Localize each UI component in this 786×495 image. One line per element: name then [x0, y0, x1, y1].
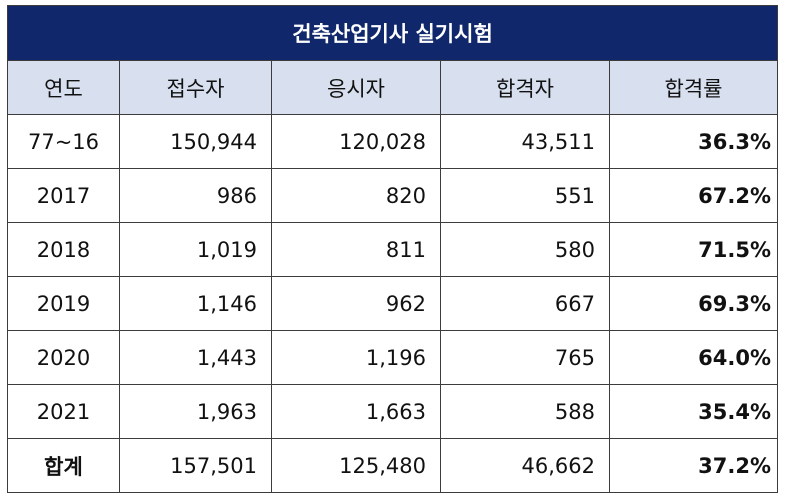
table-row: 2018 1,019 811 580 71.5% [7, 222, 779, 277]
exam-stats-table-container: 건축산업기사 실기시험 연도 접수자 응시자 합격자 합격률 77~16 150… [6, 5, 779, 493]
cell-pass-rate: 36.3% [608, 114, 779, 169]
cell-applicants: 1,146 [119, 276, 272, 331]
table-row: 77~16 150,944 120,028 43,511 36.3% [7, 114, 779, 169]
table-title: 건축산업기사 실기시험 [6, 5, 779, 61]
cell-year: 2019 [7, 276, 120, 331]
cell-applicants: 1,019 [119, 222, 272, 277]
cell-examinees: 811 [271, 222, 441, 277]
header-year: 연도 [7, 60, 120, 115]
header-passers: 합격자 [440, 60, 610, 115]
cell-passers: 667 [440, 276, 610, 331]
header-applicants: 접수자 [119, 60, 272, 115]
cell-year: 2021 [7, 384, 120, 439]
cell-applicants: 986 [119, 168, 272, 223]
table-row: 2017 986 820 551 67.2% [7, 168, 779, 223]
cell-applicants: 1,443 [119, 330, 272, 385]
table-header-row: 연도 접수자 응시자 합격자 합격률 [7, 60, 779, 115]
table-row: 2020 1,443 1,196 765 64.0% [7, 330, 779, 385]
cell-applicants: 1,963 [119, 384, 272, 439]
cell-applicants: 150,944 [119, 114, 272, 169]
table-row: 2019 1,146 962 667 69.3% [7, 276, 779, 331]
cell-examinees: 820 [271, 168, 441, 223]
header-examinees: 응시자 [271, 60, 441, 115]
cell-pass-rate: 35.4% [608, 384, 779, 439]
cell-examinees: 962 [271, 276, 441, 331]
cell-pass-rate: 67.2% [608, 168, 779, 223]
header-pass-rate: 합격률 [608, 60, 779, 115]
cell-examinees: 1,196 [271, 330, 441, 385]
cell-passers: 580 [440, 222, 610, 277]
cell-examinees: 120,028 [271, 114, 441, 169]
cell-pass-rate: 69.3% [608, 276, 779, 331]
cell-passers: 765 [440, 330, 610, 385]
table-title-row: 건축산업기사 실기시험 [6, 5, 779, 61]
cell-pass-rate: 64.0% [608, 330, 779, 385]
table-total-row: 합계 157,501 125,480 46,662 37.2% [7, 438, 779, 493]
cell-examinees: 1,663 [271, 384, 441, 439]
cell-total-label: 합계 [7, 438, 120, 493]
cell-passers: 551 [440, 168, 610, 223]
cell-total-pass-rate: 37.2% [608, 438, 779, 493]
cell-total-passers: 46,662 [440, 438, 610, 493]
exam-stats-table: 건축산업기사 실기시험 연도 접수자 응시자 합격자 합격률 77~16 150… [6, 5, 779, 493]
cell-passers: 588 [440, 384, 610, 439]
cell-total-examinees: 125,480 [271, 438, 441, 493]
cell-passers: 43,511 [440, 114, 610, 169]
cell-total-applicants: 157,501 [119, 438, 272, 493]
cell-year: 2017 [7, 168, 120, 223]
cell-pass-rate: 71.5% [608, 222, 779, 277]
cell-year: 77~16 [7, 114, 120, 169]
cell-year: 2020 [7, 330, 120, 385]
cell-year: 2018 [7, 222, 120, 277]
table-row: 2021 1,963 1,663 588 35.4% [7, 384, 779, 439]
